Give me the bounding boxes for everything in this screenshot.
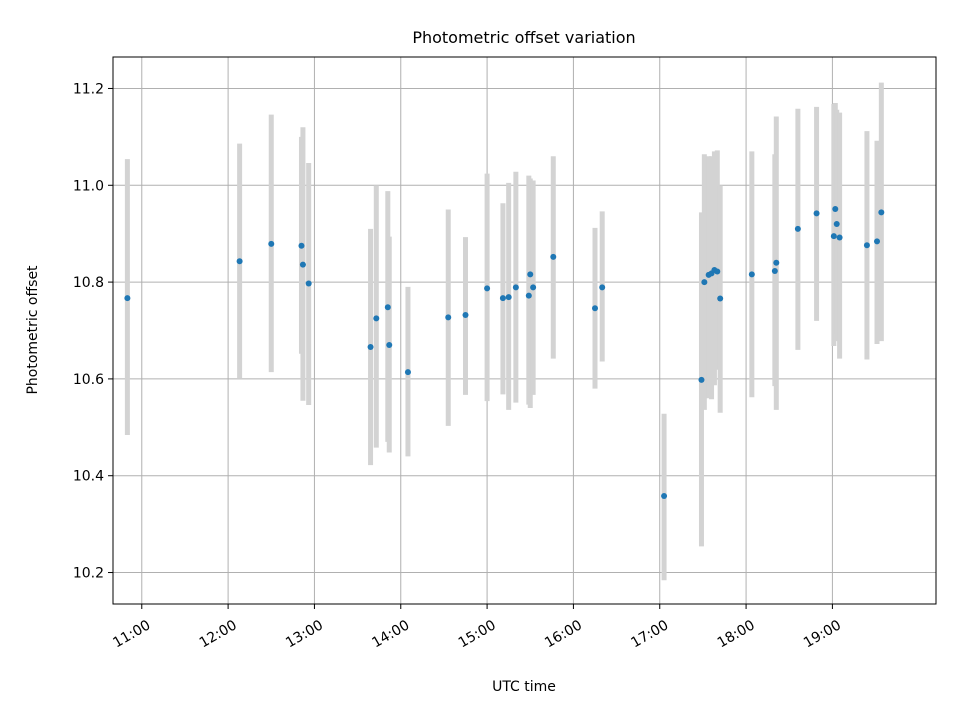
data-point	[599, 284, 606, 291]
data-point	[386, 342, 393, 349]
data-point	[874, 238, 881, 245]
data-point	[661, 493, 668, 500]
data-point	[299, 261, 306, 268]
data-point	[236, 258, 243, 265]
data-point	[505, 294, 512, 301]
data-point	[268, 240, 275, 247]
data-point	[530, 284, 537, 291]
data-point	[484, 285, 491, 292]
data-point	[367, 343, 374, 350]
data-point	[550, 253, 557, 260]
y-tick-label: 10.2	[73, 566, 104, 582]
data-point	[499, 295, 506, 302]
data-point	[832, 205, 839, 212]
data-point	[527, 271, 534, 278]
data-point	[794, 225, 801, 232]
y-tick-label: 11.2	[73, 81, 104, 97]
data-point	[813, 210, 820, 217]
chart-title: Photometric offset variation	[412, 28, 635, 47]
y-tick-label: 11.0	[73, 178, 104, 194]
data-point	[833, 221, 840, 228]
data-point	[124, 295, 131, 302]
data-point	[717, 295, 724, 302]
y-axis-label: Photometric offset	[25, 265, 41, 395]
data-point	[863, 242, 870, 249]
data-point	[714, 268, 721, 275]
data-point	[830, 233, 837, 240]
y-tick-label: 10.8	[73, 275, 104, 291]
data-point	[773, 259, 780, 266]
data-point	[512, 284, 519, 291]
data-point	[701, 279, 708, 286]
data-points	[124, 205, 885, 500]
data-point	[404, 369, 411, 376]
y-axis-ticks: 10.2 10.4 10.6 10.8 11.0 11.2	[73, 81, 113, 582]
x-axis-label: UTC time	[492, 679, 556, 695]
data-point	[462, 312, 469, 319]
data-point	[445, 314, 452, 321]
data-point	[748, 271, 755, 278]
data-point	[771, 267, 778, 274]
data-point	[592, 305, 599, 312]
data-point	[878, 209, 885, 216]
data-point	[373, 315, 380, 322]
data-point	[525, 292, 532, 299]
y-tick-label: 10.4	[73, 469, 104, 485]
data-point	[384, 304, 391, 311]
plot-frame	[112, 56, 937, 605]
data-point	[298, 242, 305, 249]
y-tick-label: 10.6	[73, 372, 104, 388]
data-point	[698, 376, 705, 383]
data-point	[836, 234, 843, 241]
data-point	[305, 280, 312, 287]
